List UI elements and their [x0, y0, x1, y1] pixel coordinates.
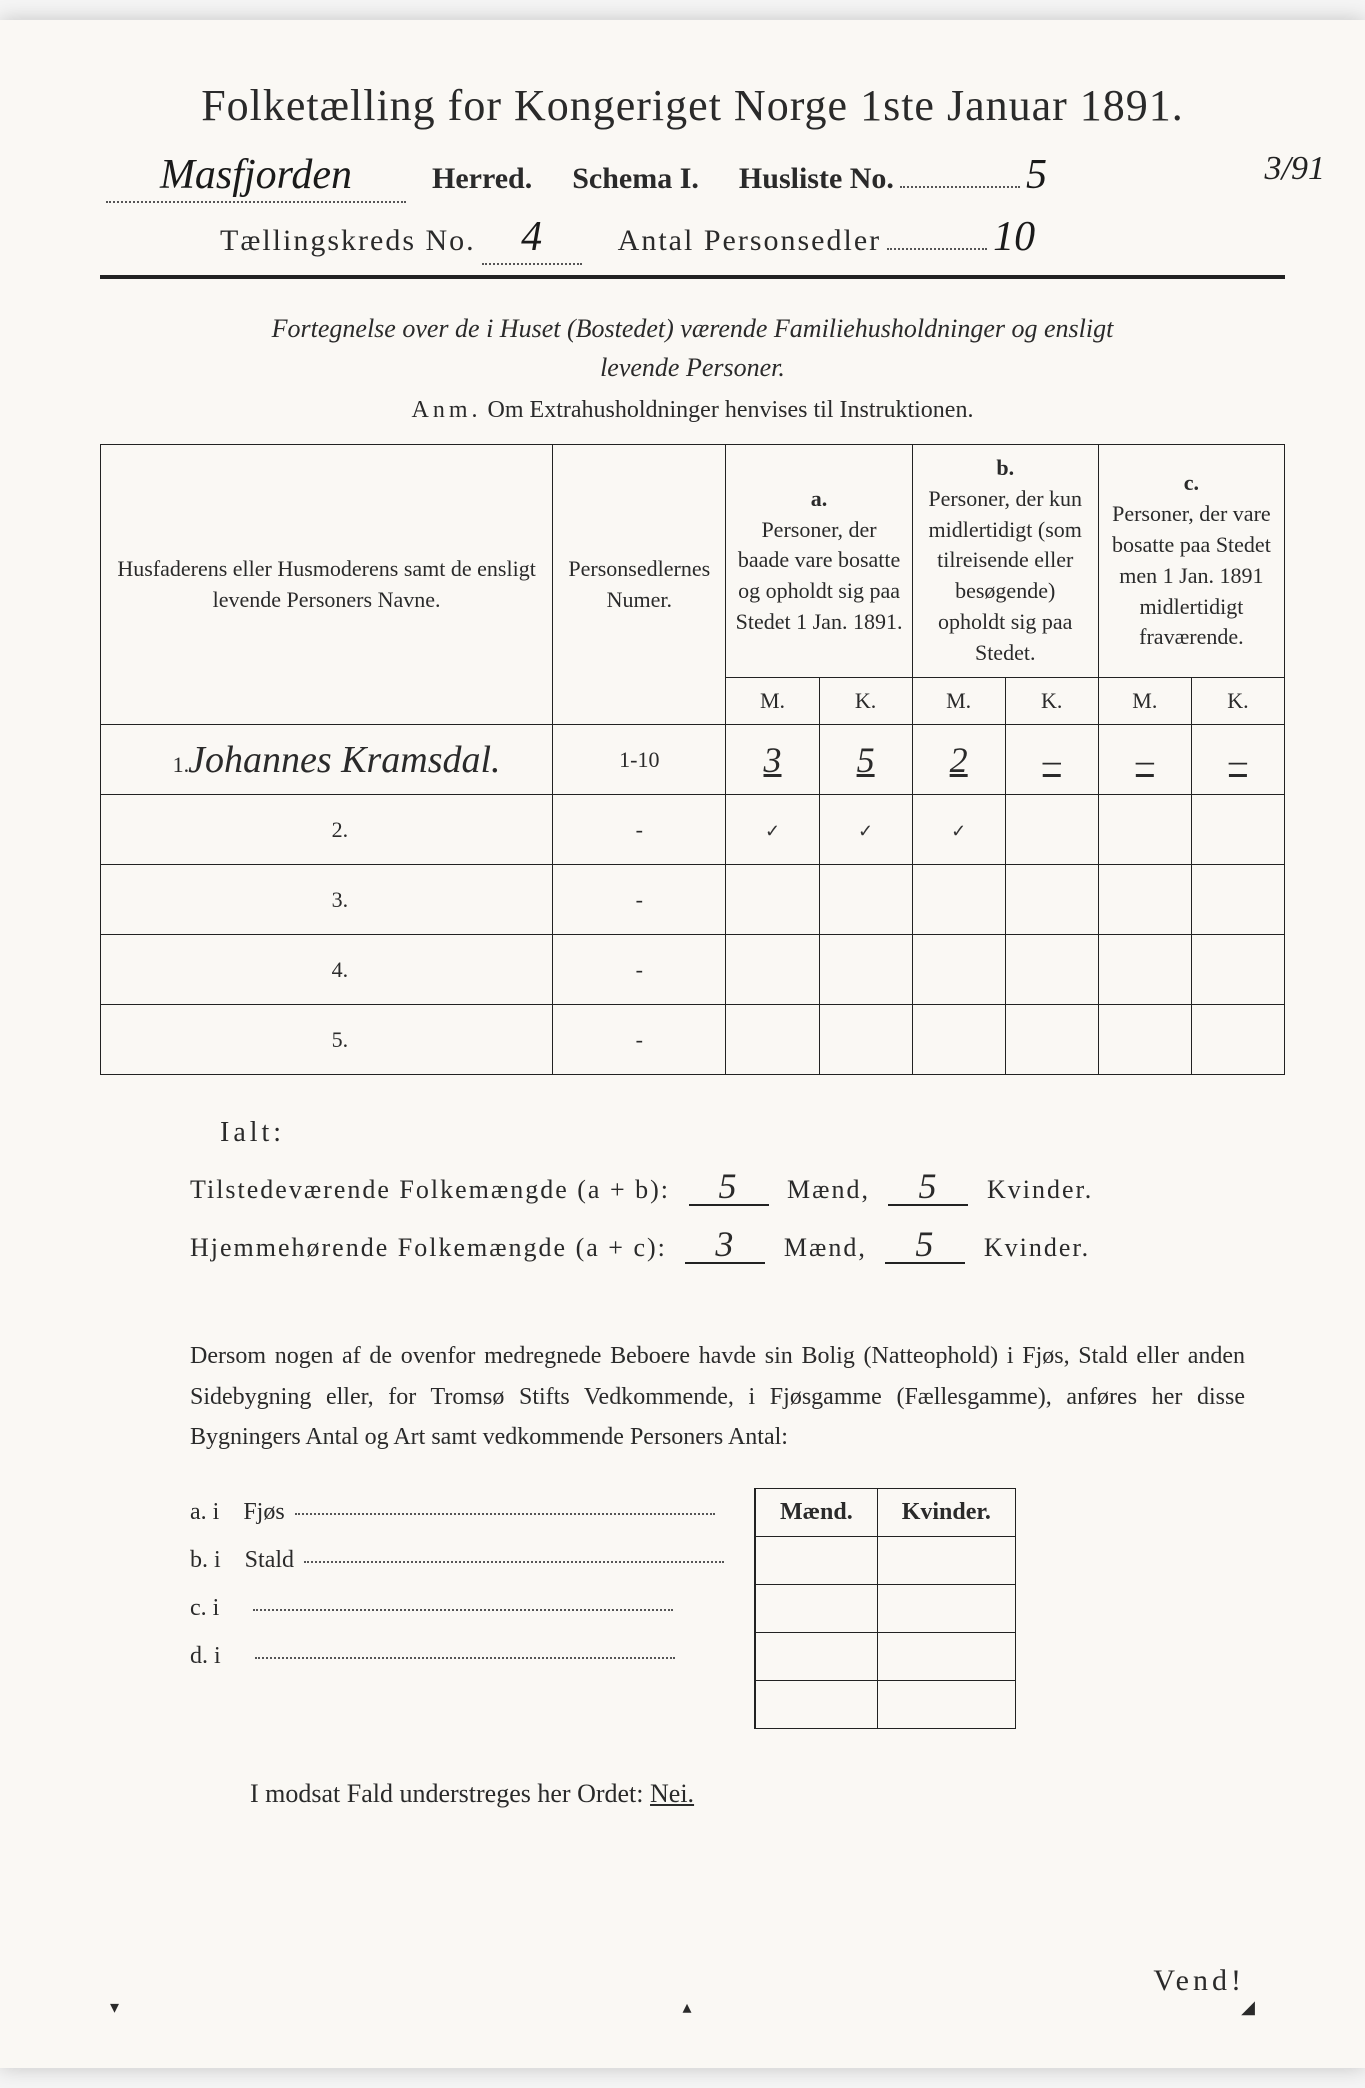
th-name: Husfaderens eller Husmoderens samt de en…: [101, 445, 553, 725]
mk-a-m: [755, 1537, 877, 1585]
th-aK: K.: [819, 677, 912, 725]
divider-1: [100, 275, 1285, 279]
th-a-text: Personer, der baade vare bosatte og opho…: [734, 515, 903, 638]
maend-1: Mænd,: [787, 1175, 870, 1204]
kvinder-2: Kvinder.: [984, 1233, 1090, 1262]
nei: Nei.: [650, 1779, 694, 1808]
th-bK: K.: [1005, 677, 1098, 725]
th-aM: M.: [726, 677, 819, 725]
th-c: c. Personer, der vare bosatte paa Stedet…: [1098, 445, 1284, 678]
table-row: 5. -: [101, 1005, 1285, 1075]
mark-right: ◢: [1241, 1997, 1255, 2018]
husliste-dots: [900, 184, 1020, 188]
mk-head-m: Mænd.: [755, 1489, 877, 1537]
subtitle-line2: levende Personer.: [100, 348, 1285, 387]
housing-item: a. i Fjøs: [190, 1488, 724, 1536]
th-a-label: a.: [734, 484, 903, 515]
mk-table: Mænd. Kvinder.: [754, 1488, 1016, 1729]
th-cK: K.: [1191, 677, 1284, 725]
mk-head-k: Kvinder.: [877, 1489, 1015, 1537]
mk-d-k: [877, 1681, 1015, 1729]
bottom-text: I modsat Fald understreges her Ordet:: [250, 1779, 644, 1808]
housing-item: b. i Stald: [190, 1536, 724, 1584]
mark-center: ▴: [683, 1997, 692, 2018]
housing-block: a. i Fjøsb. i Staldc. i d. i Mænd. Kvind…: [190, 1488, 1285, 1729]
page-title: Folketælling for Kongeriget Norge 1ste J…: [100, 80, 1285, 131]
hjemme-line: Hjemmehørende Folkemængde (a + c): 3 Mæn…: [190, 1219, 1285, 1276]
kreds-no: 4: [482, 213, 582, 265]
header-row-1: Masfjorden Herred. Schema I. Husliste No…: [100, 151, 1285, 203]
mk-b-m: [755, 1585, 877, 1633]
th-b-label: b.: [921, 453, 1090, 484]
tilstede-m: 5: [689, 1168, 769, 1206]
housing-item: d. i: [190, 1632, 724, 1680]
mark-left: ▾: [110, 1997, 119, 2018]
anm-label: Anm.: [412, 397, 482, 423]
hjemme-label: Hjemmehørende Folkemængde (a + c):: [190, 1233, 667, 1262]
husliste-label: Husliste No.: [739, 162, 894, 196]
anm-line: Anm. Om Extrahusholdninger henvises til …: [100, 397, 1285, 424]
th-c-text: Personer, der vare bosatte paa Stedet me…: [1107, 499, 1276, 653]
anm-text: Om Extrahusholdninger henvises til Instr…: [488, 397, 974, 423]
th-cM: M.: [1098, 677, 1191, 725]
tilstede-line: Tilstedeværende Folkemængde (a + b): 5 M…: [190, 1161, 1285, 1218]
table-row: 3. -: [101, 865, 1285, 935]
margin-fraction: 3/91: [1265, 150, 1325, 188]
mk-c-k: [877, 1633, 1015, 1681]
bottom-line: I modsat Fald understreges her Ordet: Ne…: [250, 1779, 1285, 1809]
table-row: 1. Johannes Kramsdal. 1-10 3 5 2 – – –: [101, 725, 1285, 795]
antal-dots: [887, 246, 987, 250]
kvinder-1: Kvinder.: [987, 1175, 1093, 1204]
district-handwritten: Masfjorden: [106, 151, 406, 203]
housing-list: a. i Fjøsb. i Staldc. i d. i: [190, 1488, 724, 1729]
th-bM: M.: [912, 677, 1005, 725]
herred-label: Herred.: [432, 162, 532, 196]
census-form-page: Folketælling for Kongeriget Norge 1ste J…: [0, 20, 1365, 2068]
header-row-2: Tællingskreds No. 4 Antal Personsedler 1…: [220, 213, 1285, 265]
housing-paragraph: Dersom nogen af de ovenfor medregnede Be…: [190, 1336, 1245, 1458]
mk-c-m: [755, 1633, 877, 1681]
kreds-label: Tællingskreds No.: [220, 224, 476, 258]
table-row: 4. -: [101, 935, 1285, 1005]
subtitle-block: Fortegnelse over de i Huset (Bostedet) v…: [100, 309, 1285, 387]
schema-label: Schema I.: [572, 162, 699, 196]
th-c-label: c.: [1107, 468, 1276, 499]
th-b-text: Personer, der kun midlertidigt (som tilr…: [921, 484, 1090, 669]
hjemme-m: 3: [685, 1226, 765, 1264]
table-row: 2. - ✓ ✓ ✓: [101, 795, 1285, 865]
vend-label: Vend!: [1153, 1964, 1245, 1998]
mk-a-k: [877, 1537, 1015, 1585]
th-name-text: Husfaderens eller Husmoderens samt de en…: [117, 556, 536, 612]
subtitle-line1: Fortegnelse over de i Huset (Bostedet) v…: [100, 309, 1285, 348]
ialt-label: Ialt:: [220, 1105, 1285, 1161]
housing-item: c. i: [190, 1584, 724, 1632]
antal-no: 10: [993, 213, 1035, 261]
tilstede-k: 5: [888, 1168, 968, 1206]
mk-d-m: [755, 1681, 877, 1729]
husliste-no: 5: [1026, 151, 1047, 199]
hjemme-k: 5: [885, 1226, 965, 1264]
th-num: Personsedlernes Numer.: [553, 445, 726, 725]
census-table: Husfaderens eller Husmoderens samt de en…: [100, 444, 1285, 1075]
th-b: b. Personer, der kun midlertidigt (som t…: [912, 445, 1098, 678]
tilstede-label: Tilstedeværende Folkemængde (a + b):: [190, 1175, 670, 1204]
maend-2: Mænd,: [784, 1233, 867, 1262]
mk-b-k: [877, 1585, 1015, 1633]
th-a: a. Personer, der baade vare bosatte og o…: [726, 445, 912, 678]
antal-label: Antal Personsedler: [618, 224, 881, 258]
